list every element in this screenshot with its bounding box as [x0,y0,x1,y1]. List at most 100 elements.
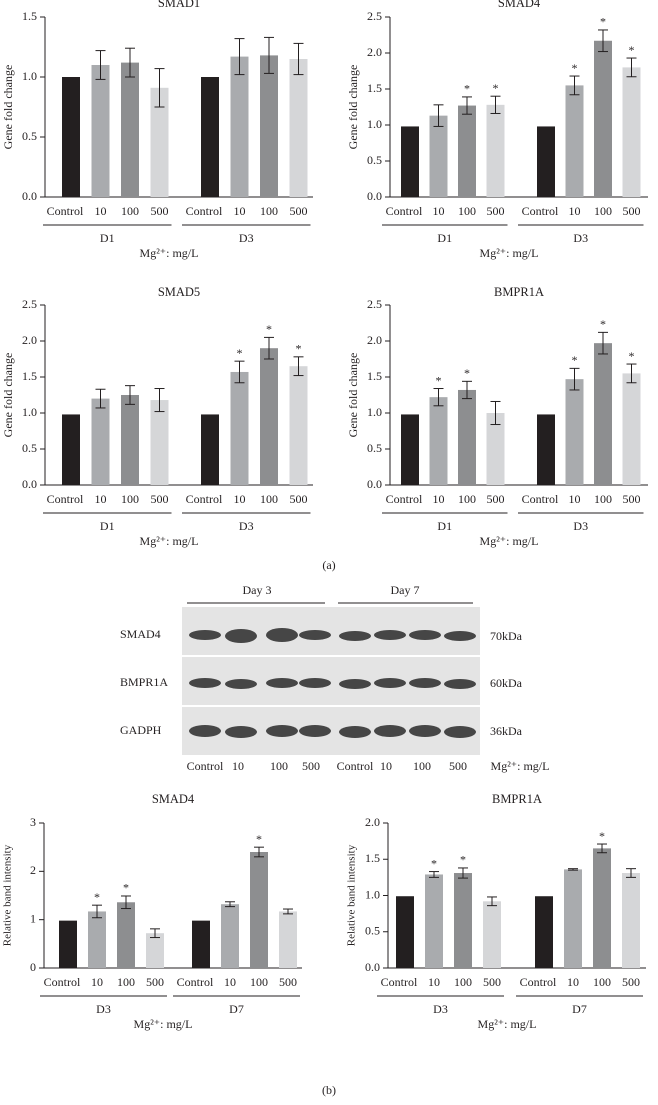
bar [593,848,611,968]
band [374,630,406,640]
x-tick-label: 500 [290,492,308,506]
x-tick-label: 100 [458,492,476,506]
y-axis-label: Gene fold change [346,353,360,438]
y-tick-label: 0.5 [367,153,382,167]
band [189,678,221,688]
x-tick-label: Control [177,975,214,989]
significance: * [599,829,605,843]
x-tick-label: 100 [594,204,612,218]
x-tick-label: 100 [250,975,268,989]
bar [230,371,249,485]
x-tick-label: 10 [433,204,445,218]
significance: * [464,366,470,380]
x-axis-label: Mg²⁺: mg/L [140,534,199,548]
lane-label: 10 [380,759,392,773]
bar [230,56,249,197]
bar [91,65,110,197]
western-blot: Day 3 Day 7 SMAD4 BMPR1A GADPH 70kDa 60k… [120,583,549,773]
x-tick-label: Control [386,492,423,506]
band [339,726,371,738]
band [299,725,331,737]
y-tick-label: 1.5 [22,9,37,23]
x-tick-label: 10 [224,975,236,989]
x-tick-label: Control [44,975,81,989]
x-tick-label: Control [186,204,223,218]
band [409,678,441,688]
y-axis-label: Gene fold change [1,353,15,438]
y-tick-label: 2.0 [22,333,37,347]
bar [121,62,139,197]
significance: * [436,373,442,387]
y-axis-label: Relative band intensity [346,844,358,946]
bar [486,413,505,485]
group-label: D3 [239,231,254,245]
bands [189,628,476,738]
band [225,679,257,689]
band [409,725,441,737]
significance: * [600,317,606,331]
band [409,630,441,640]
significance: * [460,853,466,867]
group-label: D3 [433,1002,448,1016]
x-tick-label: 10 [91,975,103,989]
group-label: D3 [96,1002,111,1016]
x-tick-label: 500 [290,204,308,218]
x-tick-label: 100 [260,492,278,506]
x-tick-label: Control [522,204,559,218]
y-tick-label: 2 [30,863,36,877]
x-axis-label: Mg²⁺: mg/L [140,246,199,260]
x-tick-label: 500 [487,204,505,218]
y-tick-label: 1.0 [367,405,382,419]
bar [622,873,640,968]
significance: * [256,832,262,846]
lane-label: 100 [413,759,431,773]
group-label: D1 [100,231,115,245]
bar [565,379,584,485]
group-label: D3 [239,519,254,533]
row-size: 60kDa [490,676,523,690]
x-tick-label: 500 [279,975,297,989]
y-tick-label: 1.5 [367,81,382,95]
y-tick-label: 3 [30,815,36,829]
band [225,726,257,738]
x-tick-label: 100 [454,975,472,989]
row-size: 36kDa [490,724,523,738]
x-tick-label: Control [386,204,423,218]
panel-label: (b) [322,1083,336,1097]
bar [62,77,80,197]
band [444,679,476,689]
significance: * [94,890,100,904]
panel-label: (a) [322,558,335,572]
significance: * [266,322,272,336]
significance: * [493,81,499,95]
significance: * [629,43,635,57]
x-tick-label: 10 [567,975,579,989]
x-tick-label: 100 [594,492,612,506]
lane-label: 500 [302,759,320,773]
x-tick-label: 500 [487,492,505,506]
y-axis-label: Relative band intensity [2,844,14,946]
chart-title: SMAD1 [158,0,200,10]
y-tick-label: 0.0 [22,477,37,491]
x-tick-label: Control [520,975,557,989]
chart-title: SMAD4 [498,0,541,10]
bar [201,414,219,485]
significance: * [237,346,243,360]
blot-xlabel: Mg²⁺: mg/L [491,759,550,773]
lane-label: 10 [232,759,244,773]
bar [146,933,164,968]
y-tick-label: 1.5 [367,369,382,383]
y-tick-label: 0.0 [367,189,382,203]
band [189,725,221,737]
x-tick-label: 100 [121,204,139,218]
significance: * [296,342,302,356]
bar [396,896,414,968]
y-tick-label: 2.0 [365,815,380,829]
band [266,678,298,688]
bar [594,40,612,198]
group-label: D7 [229,1002,244,1016]
bar [486,104,505,197]
bar [622,373,641,485]
y-tick-label: 1 [30,911,36,925]
